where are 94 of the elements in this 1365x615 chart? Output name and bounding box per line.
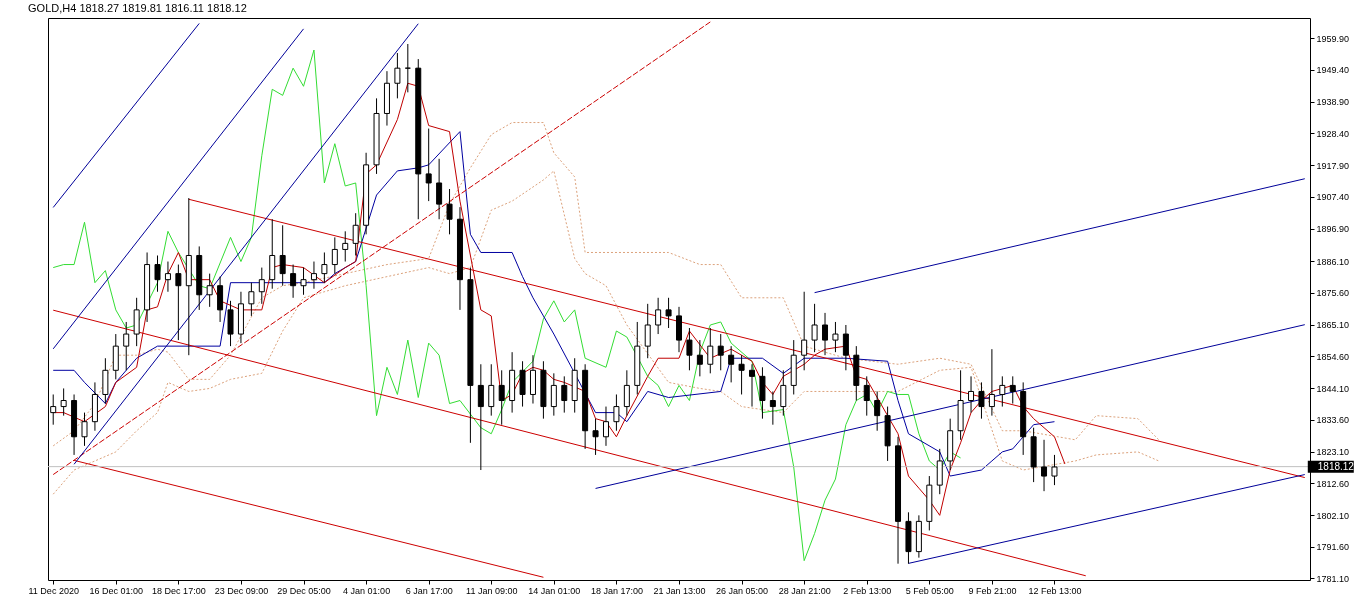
x-tick-label: 26 Jan 05:00 [716, 585, 769, 596]
y-tick-label: 1896.90 [1316, 224, 1350, 235]
candlestick [477, 363, 484, 471]
x-tick-label: 4 Jan 01:00 [343, 585, 391, 596]
x-tick-label: 11 Dec 2020 [28, 585, 79, 596]
y-tick-label: 1791.60 [1316, 542, 1350, 553]
candlestick [60, 387, 67, 417]
candlestick [738, 354, 745, 395]
x-tick-label: 14 Jan 01:00 [528, 585, 581, 596]
candlestick [822, 312, 829, 356]
candlestick [300, 267, 307, 296]
candlestick [279, 224, 286, 287]
x-tick-label: 28 Jan 21:00 [778, 585, 831, 596]
y-tick-label: 1938.90 [1316, 97, 1350, 108]
candlestick [769, 390, 776, 426]
candlestick [811, 303, 818, 353]
candlestick [832, 321, 839, 353]
candlestick [707, 327, 714, 374]
candlestick [749, 363, 756, 408]
y-tick-label: 1875.60 [1316, 288, 1350, 299]
y-tick-label: 1865.10 [1316, 320, 1350, 331]
x-tick-label: 9 Feb 21:00 [968, 585, 1017, 596]
candlestick [1009, 375, 1016, 405]
candlestick [425, 128, 432, 202]
candlestick [394, 52, 401, 99]
y-tick-label: 1949.40 [1316, 65, 1350, 76]
x-tick-label: 21 Jan 13:00 [653, 585, 706, 596]
y-tick-label: 1812.60 [1316, 478, 1350, 489]
candlestick [436, 158, 443, 220]
y-tick-label: 1844.10 [1316, 383, 1350, 394]
x-tick-label: 23 Dec 09:00 [214, 585, 269, 596]
x-tick-label: 12 Feb 13:00 [1028, 585, 1082, 596]
candlestick [665, 297, 672, 329]
y-tick-label: 1802.10 [1316, 510, 1350, 521]
candlestick [175, 264, 182, 341]
candlestick [978, 381, 985, 420]
candlestick [592, 418, 599, 456]
x-tick-label: 2 Feb 13:00 [843, 585, 892, 596]
candlestick [686, 327, 693, 371]
candlestick [561, 375, 568, 414]
x-tick-label: 29 Dec 05:00 [277, 585, 331, 596]
candlestick [863, 375, 870, 417]
candlestick [498, 369, 505, 426]
candlestick [154, 254, 161, 293]
candlestick [81, 412, 88, 447]
candlestick [290, 264, 297, 299]
candlestick [780, 369, 787, 417]
candlestick [801, 291, 808, 371]
candlestick [248, 282, 255, 317]
x-tick-label: 11 Jan 09:00 [466, 585, 518, 596]
candlestick [352, 212, 359, 256]
ref-line-label: 1818.12 [1317, 460, 1355, 472]
candlestick [874, 390, 881, 432]
candlestick [123, 321, 130, 371]
y-tick-label: 1854.60 [1316, 351, 1350, 362]
candlestick [488, 363, 495, 417]
y-tick-label: 1917.90 [1316, 160, 1350, 171]
y-tick-label: 1928.40 [1316, 128, 1350, 139]
x-tick-label: 6 Jan 17:00 [405, 585, 453, 596]
candlestick [1041, 439, 1048, 492]
candlestick [310, 261, 317, 290]
candlestick [728, 345, 735, 383]
x-tick-label: 5 Feb 05:00 [905, 585, 954, 596]
candlestick [321, 251, 328, 284]
candlestick [842, 324, 849, 371]
y-tick-label: 1886.10 [1316, 256, 1350, 267]
y-tick-label: 1781.10 [1316, 573, 1350, 584]
candlestick [988, 348, 995, 417]
candlestick [623, 369, 630, 417]
candlestick [602, 406, 609, 447]
candlestick [968, 375, 975, 414]
y-tick-label: 1907.40 [1316, 192, 1350, 203]
y-tick-label: 1833.60 [1316, 415, 1350, 426]
x-tick-label: 18 Dec 17:00 [152, 585, 206, 596]
candlestick [342, 230, 349, 263]
candlestick [1051, 454, 1058, 486]
candlestick [206, 273, 213, 308]
candlestick [550, 372, 557, 417]
candlestick [258, 267, 265, 305]
candlestick [696, 339, 703, 377]
candlestick [331, 236, 338, 275]
x-tick-label: 18 Jan 17:00 [590, 585, 643, 596]
candlestick [613, 393, 620, 432]
candlestick [999, 375, 1006, 408]
candlestick [164, 261, 171, 293]
candlestick [644, 303, 651, 359]
y-tick-label: 1823.10 [1316, 447, 1350, 458]
candlestick [717, 333, 724, 371]
line-series [52, 49, 962, 562]
y-tick-label: 1959.90 [1316, 33, 1350, 44]
candlestick [655, 297, 662, 335]
x-tick-label: 16 Dec 01:00 [89, 585, 144, 596]
chart-title: GOLD,H4 1818.27 1819.81 1816.11 1818.12 [28, 2, 247, 14]
candlestick [446, 188, 453, 235]
